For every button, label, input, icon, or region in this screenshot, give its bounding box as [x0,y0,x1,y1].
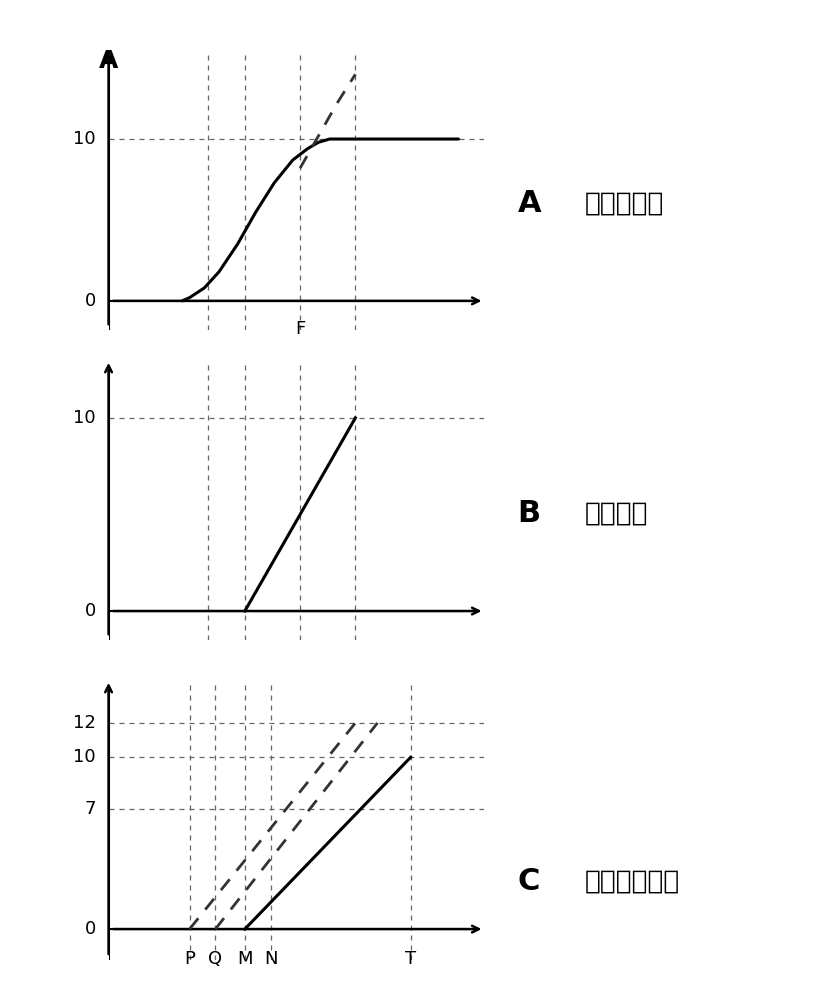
Text: N: N [264,950,277,968]
Text: 10: 10 [73,130,96,148]
Text: M: M [237,950,253,968]
Text: 0: 0 [84,920,96,938]
Text: 非最优控制: 非最优控制 [584,191,664,217]
Text: 10: 10 [73,409,96,427]
Text: 12: 12 [73,714,96,732]
Text: C: C [518,867,540,896]
Text: T: T [405,950,416,968]
Text: A: A [518,190,541,219]
Text: 7: 7 [84,800,96,818]
Text: 恒压控制: 恒压控制 [584,501,648,527]
Text: A: A [99,49,119,73]
Text: 0: 0 [84,292,96,310]
Text: P: P [185,950,195,968]
Text: B: B [518,499,541,528]
Text: Q: Q [208,950,222,968]
Text: 工况最优控制: 工况最优控制 [584,869,680,895]
Text: 10: 10 [73,748,96,766]
Text: 0: 0 [84,602,96,620]
Text: F: F [295,320,306,338]
